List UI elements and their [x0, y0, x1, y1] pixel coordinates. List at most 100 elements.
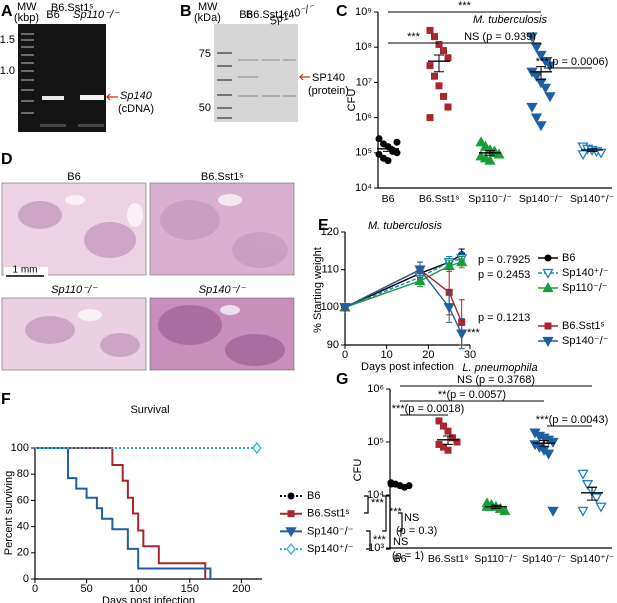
gel-a [18, 24, 118, 132]
marker [440, 92, 447, 100]
axis [344, 232, 470, 346]
y-tick-label: 10⁴ [367, 489, 384, 501]
mw-unit: (kbp) [14, 12, 39, 24]
annotation: (p = 1) [392, 550, 424, 562]
x-tick-label: B6.Sst1ˢ [419, 193, 460, 205]
x-tick-label: Sp110⁻/⁻ [468, 193, 512, 205]
panel-letter: B [180, 3, 192, 20]
x-tick-label: Sp140⁺/⁻ [570, 553, 615, 565]
marker [426, 114, 434, 122]
error-bar [434, 54, 444, 73]
y-tick-label: 0 [23, 573, 29, 585]
mw-label: MW [17, 1, 37, 13]
y-tick-label: 110 [321, 264, 339, 276]
axis [34, 448, 262, 580]
x-tick-label: 0 [342, 349, 348, 361]
lane-label: B6 [46, 9, 59, 21]
legend-label: B6.Sst1ˢ [562, 320, 605, 332]
x-tick-label: B6 [394, 553, 407, 565]
annotation: NS (p = 0.939) [464, 31, 536, 43]
y-tick-label: 10⁶ [367, 383, 384, 395]
marker [444, 54, 452, 62]
marker [339, 303, 351, 314]
marker [426, 62, 434, 70]
band-label: SP140 [312, 72, 345, 84]
marker [440, 422, 447, 430]
x-axis-label: Days post infection [102, 595, 195, 603]
x-axis-label: Days post infection [361, 361, 454, 373]
marker [435, 440, 443, 448]
marker [577, 469, 589, 480]
annotation: p = 0.1213 [478, 312, 530, 324]
legend-marker [542, 336, 554, 347]
annotation: **(p = 0.0057) [438, 389, 506, 401]
panel-letter: A [1, 3, 13, 20]
x-tick-label: 50 [80, 583, 92, 595]
marker [375, 135, 383, 143]
y-axis-label: CFU [346, 89, 358, 112]
y-tick-label: 80 [17, 468, 29, 480]
marker [444, 446, 452, 454]
legend-marker [286, 543, 296, 556]
y-tick-label: 10⁹ [355, 6, 372, 18]
x-tick-label: B6 [382, 193, 395, 205]
chart-title: L. pneumophila [462, 362, 537, 374]
y-axis-label: Percent surviving [3, 471, 15, 555]
y-tick-label: 90 [327, 339, 339, 351]
marker [547, 437, 559, 448]
marker [526, 32, 538, 43]
legend-marker [542, 268, 554, 279]
x-tick-label: 20 [422, 349, 434, 361]
annotation: *** [407, 31, 421, 43]
legend-label: Sp140⁺/⁻ [307, 543, 354, 555]
marker [456, 256, 468, 267]
marker [526, 102, 538, 113]
chart-title: M. tuberculosis [473, 14, 547, 26]
error-bar [491, 504, 501, 509]
marker [544, 61, 556, 72]
legend-label: Sp140⁻/⁻ [307, 525, 354, 537]
marker [449, 434, 456, 442]
marker [431, 72, 438, 80]
x-tick-label: Sp140⁻/⁻ [522, 553, 567, 565]
band-note: (protein) [308, 85, 349, 97]
marker [435, 417, 443, 425]
marker [475, 136, 487, 147]
band-note: (cDNA) [118, 103, 154, 115]
legend-marker [287, 492, 295, 500]
legend-label: B6.Sst1ˢ [307, 508, 350, 520]
marker [539, 83, 552, 94]
marker [444, 427, 452, 435]
annotation: *** [458, 0, 472, 12]
legend-marker [542, 282, 554, 293]
y-tick-label: 40 [17, 521, 29, 533]
x-tick-label: Sp140⁻/⁻ [519, 193, 564, 205]
y-tick-label: 10⁴ [355, 182, 372, 194]
legend-marker [287, 510, 295, 518]
gel-b [214, 24, 310, 122]
y-axis-label: % Starting weight [312, 247, 324, 333]
lane-label: Sp110⁻/⁻ [73, 9, 120, 21]
marker [544, 92, 556, 103]
legend-label: B6 [562, 252, 575, 264]
marker [444, 103, 452, 111]
marker [484, 154, 496, 165]
y-tick-label: 60 [17, 494, 29, 506]
marker [456, 329, 468, 340]
legend-marker [544, 322, 552, 330]
annotation: NS (p = 0.3768) [457, 374, 535, 386]
marker [530, 113, 543, 124]
y-tick-label: 10⁶ [355, 112, 372, 124]
marker-label: 75 [199, 48, 211, 60]
x-tick-label: 0 [32, 583, 38, 595]
error-bar [443, 435, 453, 445]
y-tick-label: 100 [321, 301, 339, 313]
histology-label: B6.Sst1ˢ [201, 171, 244, 183]
y-tick-label: 120 [321, 226, 339, 238]
legend-label: Sp110⁻/⁻ [562, 282, 608, 294]
marker [479, 140, 492, 151]
histology-label: Sp140⁻/⁻ [199, 284, 247, 296]
marker [440, 47, 447, 55]
marker-label: 1.5 [0, 34, 15, 46]
